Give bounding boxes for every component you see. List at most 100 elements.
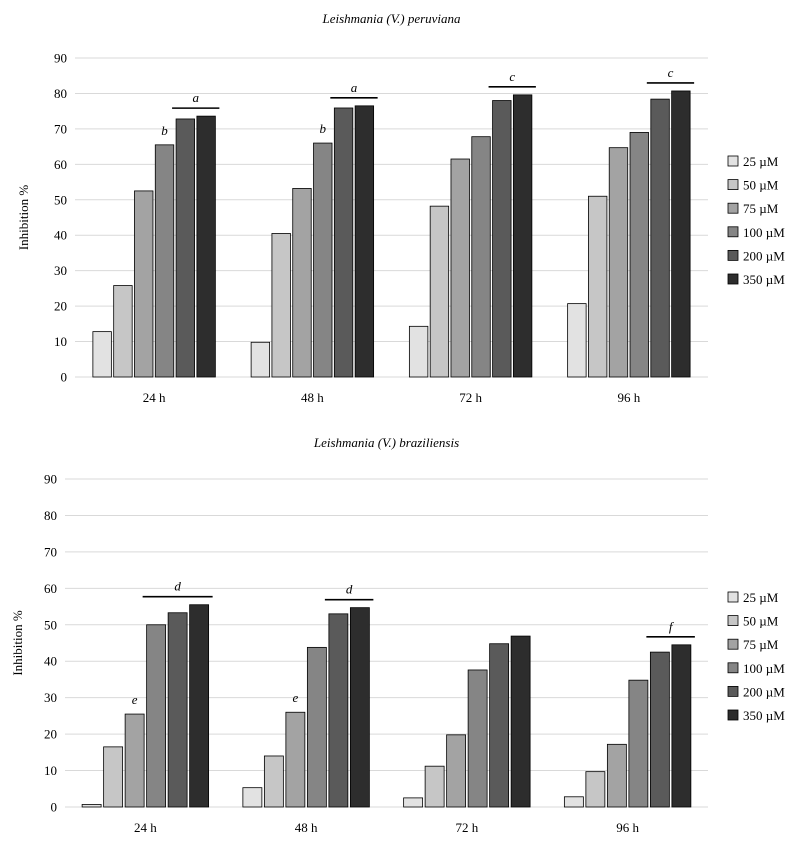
y-tick-label: 60 xyxy=(44,581,57,596)
y-tick-label: 20 xyxy=(44,727,57,742)
x-tick-label: 72 h xyxy=(456,820,479,835)
bar xyxy=(512,94,533,378)
x-tick-label: 24 h xyxy=(143,390,166,405)
bar xyxy=(134,190,154,378)
bar xyxy=(492,100,512,378)
chart-panel-2: Leishmania (V.) braziliensis 0 10 20 30 40 50 6… xyxy=(10,435,785,835)
significance-letter: e xyxy=(132,692,138,707)
bar xyxy=(113,285,133,378)
legend-label: 75 µM xyxy=(743,201,779,216)
legend-swatch xyxy=(727,591,739,603)
legend-swatch xyxy=(727,615,739,626)
bar xyxy=(328,613,349,808)
y-axis-label: Inhibition % xyxy=(16,185,31,251)
bar xyxy=(563,796,584,808)
legend-label: 200 µM xyxy=(743,248,785,263)
y-tick-label: 0 xyxy=(61,370,68,385)
bar xyxy=(167,612,188,808)
bar xyxy=(467,669,488,808)
bar xyxy=(471,136,491,378)
bar xyxy=(408,325,429,378)
bar xyxy=(242,787,263,808)
bar xyxy=(124,713,145,808)
y-tick-label: 50 xyxy=(44,617,57,632)
legend-label: 100 µM xyxy=(743,225,785,240)
bar xyxy=(81,804,102,808)
significance-letter: c xyxy=(509,69,515,84)
y-tick-label: 60 xyxy=(54,157,67,172)
bar xyxy=(671,644,692,808)
chart-title: Leishmania (V.) peruviana xyxy=(321,11,461,26)
bar xyxy=(196,115,216,378)
legend-label: 350 µM xyxy=(743,272,785,287)
bar xyxy=(263,755,284,808)
legend-label: 350 µM xyxy=(743,708,785,723)
bar xyxy=(424,765,445,808)
bar xyxy=(489,643,510,808)
x-tick-label: 48 h xyxy=(301,390,324,405)
significance-letter: d xyxy=(174,579,181,594)
bar xyxy=(628,679,649,808)
y-tick-label: 10 xyxy=(54,334,67,349)
y-tick-label: 50 xyxy=(54,192,67,207)
y-tick-label: 90 xyxy=(54,51,67,66)
y-tick-label: 40 xyxy=(44,654,57,669)
y-tick-label: 30 xyxy=(54,263,67,278)
bar xyxy=(585,771,606,808)
bar xyxy=(588,195,608,378)
bar xyxy=(333,107,354,378)
chart-title: Leishmania (V.) braziliensis xyxy=(313,435,459,450)
bar xyxy=(649,651,670,808)
bar xyxy=(450,158,470,378)
significance-letter: f xyxy=(669,619,675,634)
y-tick-label: 80 xyxy=(44,508,57,523)
y-tick-label: 90 xyxy=(44,472,57,487)
bar xyxy=(629,132,649,378)
legend-swatch xyxy=(727,662,739,674)
significance-letter: a xyxy=(351,80,358,95)
legend-swatch xyxy=(727,273,739,285)
chart-panel-1: Leishmania (V.) peruviana 0 10 20 30 40 50 60 70… xyxy=(16,11,785,405)
legend-swatch xyxy=(727,179,739,191)
y-tick-label: 10 xyxy=(44,763,57,778)
y-tick-label: 70 xyxy=(44,544,57,559)
y-tick-label: 0 xyxy=(51,800,58,815)
significance-letter: e xyxy=(292,690,298,705)
legend-label: 50 µM xyxy=(743,178,779,193)
legend-label: 25 µM xyxy=(743,154,779,169)
bar xyxy=(567,303,587,378)
legend-label: 75 µM xyxy=(743,637,779,652)
x-tick-label: 96 h xyxy=(618,390,641,405)
x-tick-label: 48 h xyxy=(295,820,318,835)
significance-letter: b xyxy=(320,121,327,136)
bar xyxy=(250,341,271,378)
bar xyxy=(285,711,306,808)
legend-swatch xyxy=(727,709,739,721)
legend-label: 25 µM xyxy=(743,590,779,605)
legend-swatch xyxy=(727,226,739,238)
bar xyxy=(429,205,450,378)
significance-letter: a xyxy=(192,90,199,105)
bar xyxy=(671,90,691,378)
legend-swatch xyxy=(727,249,739,261)
bar xyxy=(650,98,670,378)
legend-swatch xyxy=(727,202,739,214)
significance-letter: c xyxy=(668,65,674,80)
x-tick-label: 72 h xyxy=(459,390,482,405)
bar xyxy=(510,635,531,808)
bar xyxy=(189,604,210,808)
y-tick-label: 30 xyxy=(44,690,57,705)
legend-label: 100 µM xyxy=(743,661,785,676)
legend-label: 200 µM xyxy=(743,684,785,699)
y-tick-label: 70 xyxy=(54,121,67,136)
legend-swatch xyxy=(727,686,739,697)
legend-swatch xyxy=(727,638,739,650)
bar xyxy=(154,144,175,378)
legend-swatch xyxy=(727,155,739,167)
bar xyxy=(92,331,112,378)
x-tick-label: 24 h xyxy=(134,820,157,835)
bar xyxy=(349,607,370,808)
bar xyxy=(608,147,629,378)
